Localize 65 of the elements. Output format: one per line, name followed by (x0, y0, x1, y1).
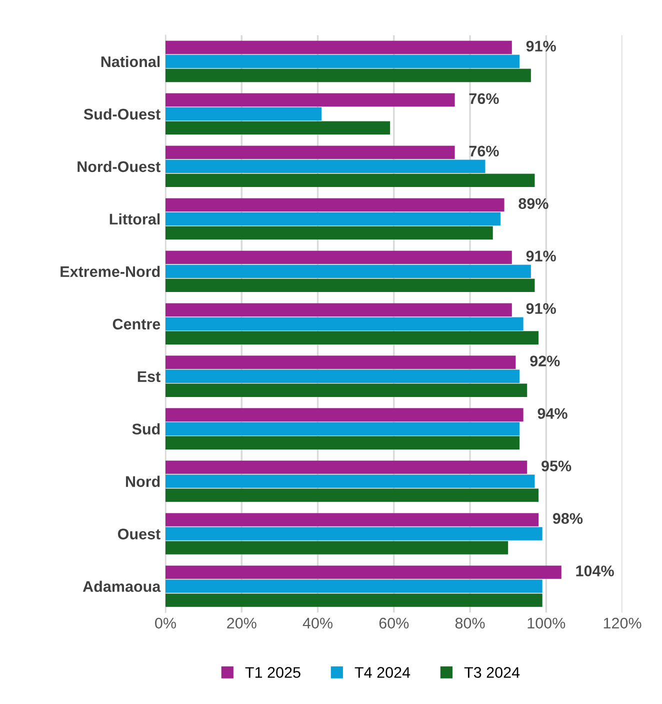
x-tick-label: 80% (455, 618, 485, 629)
bar (166, 356, 516, 369)
bar (166, 474, 535, 488)
bar (166, 541, 508, 554)
bar (166, 527, 542, 540)
bar (166, 54, 520, 68)
bar (166, 408, 524, 422)
bar (166, 370, 520, 383)
bar (166, 422, 520, 436)
bar (166, 226, 493, 240)
bar (166, 278, 535, 292)
bar (166, 303, 512, 316)
bar (166, 580, 542, 593)
bar (166, 121, 390, 135)
bar (166, 488, 539, 502)
y-tick-label: Nord (126, 476, 160, 487)
y-tick-label: Sud (132, 423, 160, 434)
bar (166, 384, 528, 397)
bar (166, 146, 455, 160)
data-label: 91% (526, 250, 556, 262)
data-label: 91% (526, 40, 556, 52)
bar (166, 513, 539, 526)
bar (166, 107, 322, 121)
x-tick-label: 60% (379, 618, 409, 629)
bar (166, 317, 524, 330)
data-label: 76% (469, 146, 499, 157)
y-tick-label: Extreme-Nord (60, 266, 160, 278)
data-label: 89% (518, 198, 548, 209)
bar (166, 212, 500, 226)
y-tick-label: Littoral (110, 213, 160, 225)
bar (166, 174, 535, 188)
bar (166, 331, 539, 344)
data-label: 98% (552, 513, 583, 524)
legend-label: T3 2024 (464, 667, 520, 678)
bar (166, 40, 512, 54)
bar (166, 250, 512, 264)
data-label: 95% (542, 460, 572, 472)
y-tick-label: Ouest (118, 528, 160, 540)
bar (166, 198, 504, 212)
bar (166, 93, 455, 107)
bar (166, 436, 520, 450)
legend-label: T1 2025 (245, 667, 300, 678)
data-label: 94% (538, 408, 568, 419)
bar (166, 264, 531, 278)
x-tick-label: 120% (604, 618, 642, 629)
x-tick-label: 40% (302, 618, 333, 629)
y-tick-label: Centre (112, 318, 160, 330)
y-tick-label: Est (138, 371, 160, 382)
bar (166, 160, 486, 174)
x-tick-label: 0% (155, 618, 176, 629)
data-label: 104% (576, 566, 614, 576)
data-label: 92% (530, 356, 560, 366)
legend-label: T4 2024 (354, 667, 410, 678)
data-label: 76% (469, 93, 499, 104)
x-tick-label: 20% (227, 618, 256, 629)
y-tick-label: Sud-Ouest (84, 108, 160, 120)
data-label: 91% (526, 303, 556, 314)
bar (166, 594, 542, 607)
x-tick-label: 100% (528, 618, 566, 629)
bar (166, 566, 562, 579)
y-tick-label: Nord-Ouest (78, 160, 160, 172)
y-tick-label: Adamaoua (82, 580, 161, 592)
y-tick-label: National (101, 56, 160, 68)
bar (166, 68, 531, 82)
bar (166, 460, 528, 474)
